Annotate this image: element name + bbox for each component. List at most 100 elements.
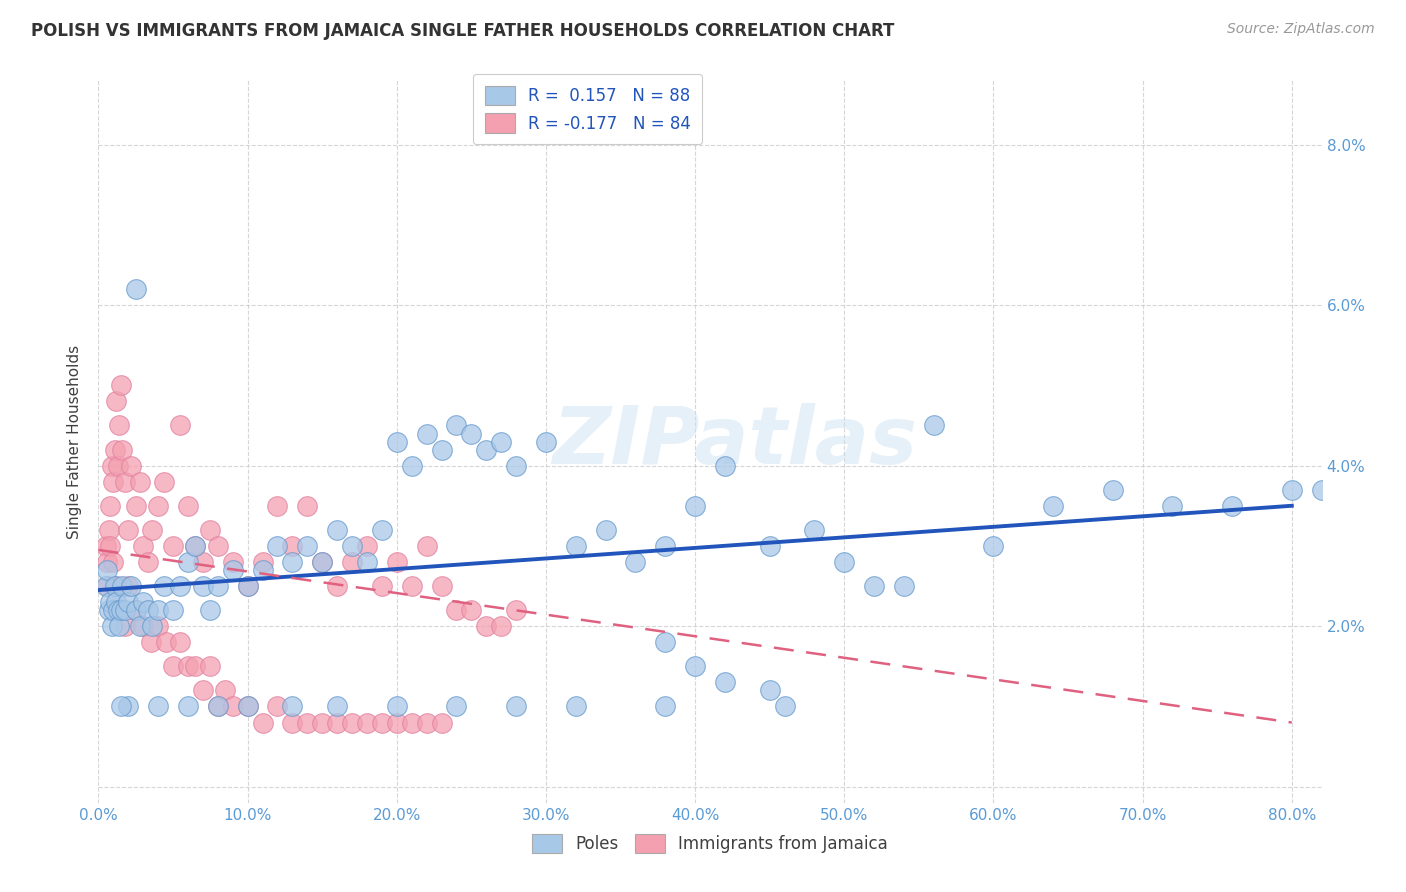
Point (401, 458, 423, 473)
Point (207, 699, 229, 714)
Point (356, 555, 378, 569)
Point (714, 675, 737, 690)
Point (1310, 483, 1333, 497)
Point (177, 499, 200, 513)
Point (96, 555, 118, 569)
Point (101, 619, 124, 633)
Point (401, 715, 423, 730)
Point (565, 699, 588, 714)
Point (430, 579, 453, 593)
Point (136, 555, 159, 569)
Point (505, 699, 527, 714)
Point (98, 499, 121, 513)
Point (654, 699, 676, 714)
Point (125, 603, 148, 617)
Point (132, 539, 155, 553)
Point (1281, 483, 1303, 497)
Point (191, 555, 214, 569)
Point (177, 555, 200, 569)
Point (505, 458, 527, 473)
Point (430, 442, 453, 457)
Point (236, 699, 259, 714)
Point (117, 699, 139, 714)
Point (446, 699, 468, 714)
Point (146, 699, 169, 714)
Point (401, 579, 423, 593)
Point (104, 442, 127, 457)
Point (200, 523, 222, 537)
Y-axis label: Single Father Households: Single Father Households (67, 344, 83, 539)
Point (94, 539, 117, 553)
Point (191, 579, 214, 593)
Point (105, 595, 128, 609)
Point (922, 418, 945, 433)
Point (385, 699, 408, 714)
Point (105, 579, 128, 593)
Point (683, 499, 706, 513)
Point (111, 579, 134, 593)
Point (98, 539, 121, 553)
Point (177, 659, 200, 673)
Point (1042, 499, 1064, 513)
Point (214, 683, 236, 698)
Point (108, 418, 131, 433)
Point (114, 475, 136, 489)
Point (117, 523, 139, 537)
Point (117, 595, 139, 609)
Point (311, 555, 333, 569)
Point (169, 635, 191, 649)
Point (758, 683, 780, 698)
Text: ZIPatlas: ZIPatlas (553, 402, 917, 481)
Point (371, 715, 394, 730)
Point (326, 579, 349, 593)
Point (111, 442, 134, 457)
Point (184, 539, 207, 553)
Point (489, 619, 512, 633)
Point (714, 458, 737, 473)
Point (98, 595, 121, 609)
Point (125, 499, 148, 513)
Point (311, 555, 333, 569)
Point (654, 539, 676, 553)
Point (146, 603, 169, 617)
Point (153, 579, 176, 593)
Point (340, 555, 363, 569)
Point (460, 603, 482, 617)
Point (200, 603, 222, 617)
Point (117, 579, 139, 593)
Point (415, 715, 437, 730)
Point (207, 579, 229, 593)
Point (356, 539, 378, 553)
Point (110, 603, 132, 617)
Point (221, 563, 243, 577)
Point (266, 539, 288, 553)
Point (184, 659, 207, 673)
Point (489, 434, 512, 449)
Point (758, 539, 780, 553)
Point (120, 458, 142, 473)
Point (110, 699, 132, 714)
Point (221, 555, 243, 569)
Point (177, 699, 200, 714)
Point (139, 635, 162, 649)
Point (162, 603, 184, 617)
Point (191, 683, 214, 698)
Point (141, 619, 163, 633)
Point (340, 715, 363, 730)
Point (371, 523, 394, 537)
Point (146, 619, 169, 633)
Point (475, 619, 498, 633)
Point (132, 595, 155, 609)
Point (136, 603, 159, 617)
Point (326, 699, 349, 714)
Point (460, 426, 482, 441)
Point (1101, 483, 1123, 497)
Point (356, 715, 378, 730)
Point (132, 619, 155, 633)
Point (184, 539, 207, 553)
Point (624, 555, 647, 569)
Point (385, 434, 408, 449)
Point (110, 378, 132, 392)
Point (281, 699, 304, 714)
Point (534, 434, 557, 449)
